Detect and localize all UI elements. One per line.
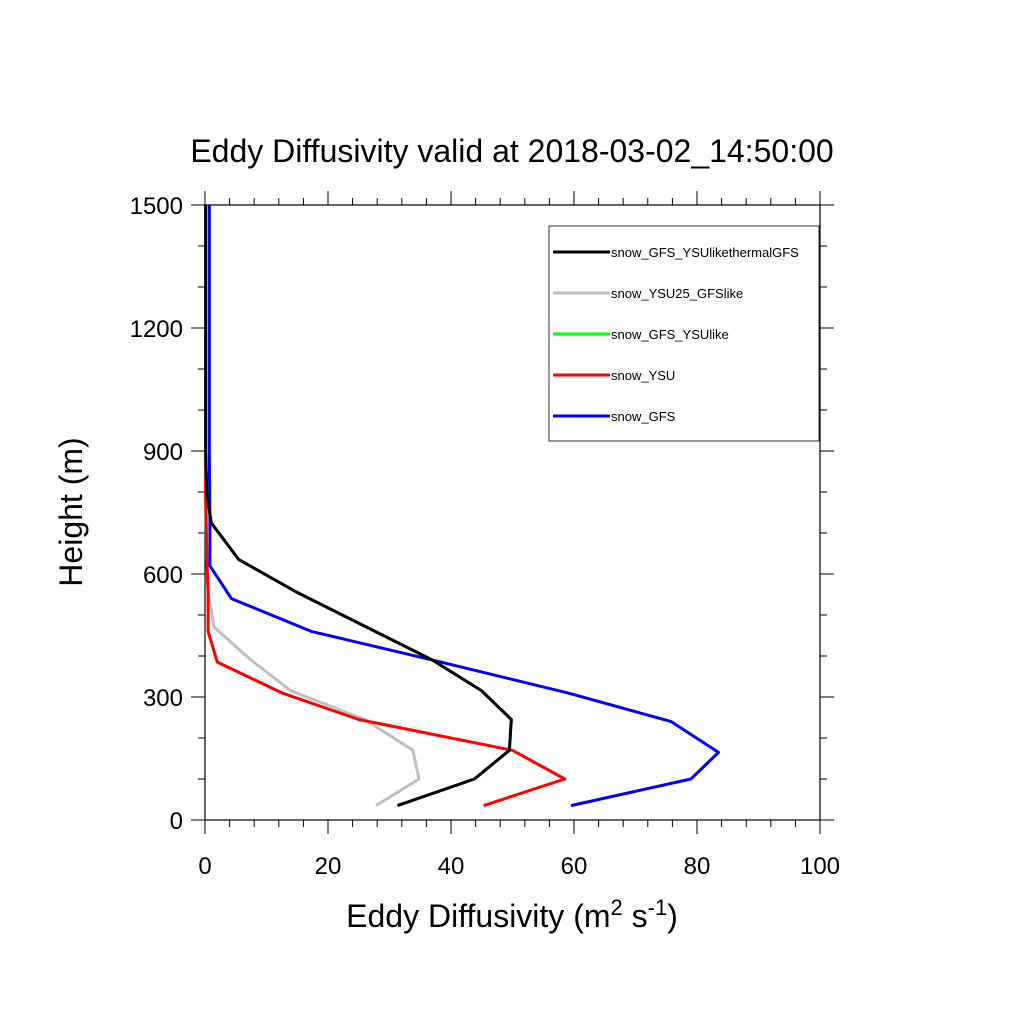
- x-tick-label: 100: [800, 853, 840, 880]
- legend-label: snow_YSU25_GFSlike: [611, 286, 743, 301]
- chart-title: Eddy Diffusivity valid at 2018-03-02_14:…: [190, 133, 833, 169]
- y-tick-label: 900: [143, 439, 183, 466]
- legend-label: snow_GFS_YSUlike: [611, 327, 729, 342]
- y-tick-label: 0: [170, 808, 183, 835]
- x-tick-labels: 0 20 40 60 80 100: [198, 853, 840, 880]
- legend-label: snow_GFS_YSUlikethermalGFS: [611, 245, 799, 260]
- y-tick-label: 1500: [130, 193, 183, 220]
- x-tick-label: 20: [315, 853, 342, 880]
- y-tick-labels: 0 300 600 900 1200 1500: [130, 193, 183, 835]
- y-axis-title: Height (m): [53, 437, 89, 586]
- series-line-snow_YSU25_GFSlike: [204, 205, 421, 807]
- x-tick-label: 60: [561, 853, 588, 880]
- series-line-snow_GFS_YSUlikethermalGFS: [204, 205, 513, 808]
- x-tick-label: 40: [438, 853, 465, 880]
- y-tick-label: 600: [143, 562, 183, 589]
- series-line-snow_YSU: [204, 205, 567, 808]
- legend-label: snow_GFS: [611, 409, 676, 424]
- x-tick-label: 80: [684, 853, 711, 880]
- y-tick-label: 300: [143, 685, 183, 712]
- x-axis-title: Eddy Diffusivity (m2 s-1): [346, 895, 678, 934]
- axis-ticks: [191, 191, 834, 834]
- legend-label: snow_YSU: [611, 368, 675, 383]
- y-tick-label: 1200: [130, 316, 183, 343]
- legend: snow_GFS_YSUlikethermalGFS snow_YSU25_GFS…: [548, 225, 820, 442]
- x-tick-label: 0: [198, 853, 211, 880]
- series-lines: [204, 205, 720, 808]
- legend-items: snow_GFS_YSUlikethermalGFS snow_YSU25_GFS…: [553, 245, 799, 424]
